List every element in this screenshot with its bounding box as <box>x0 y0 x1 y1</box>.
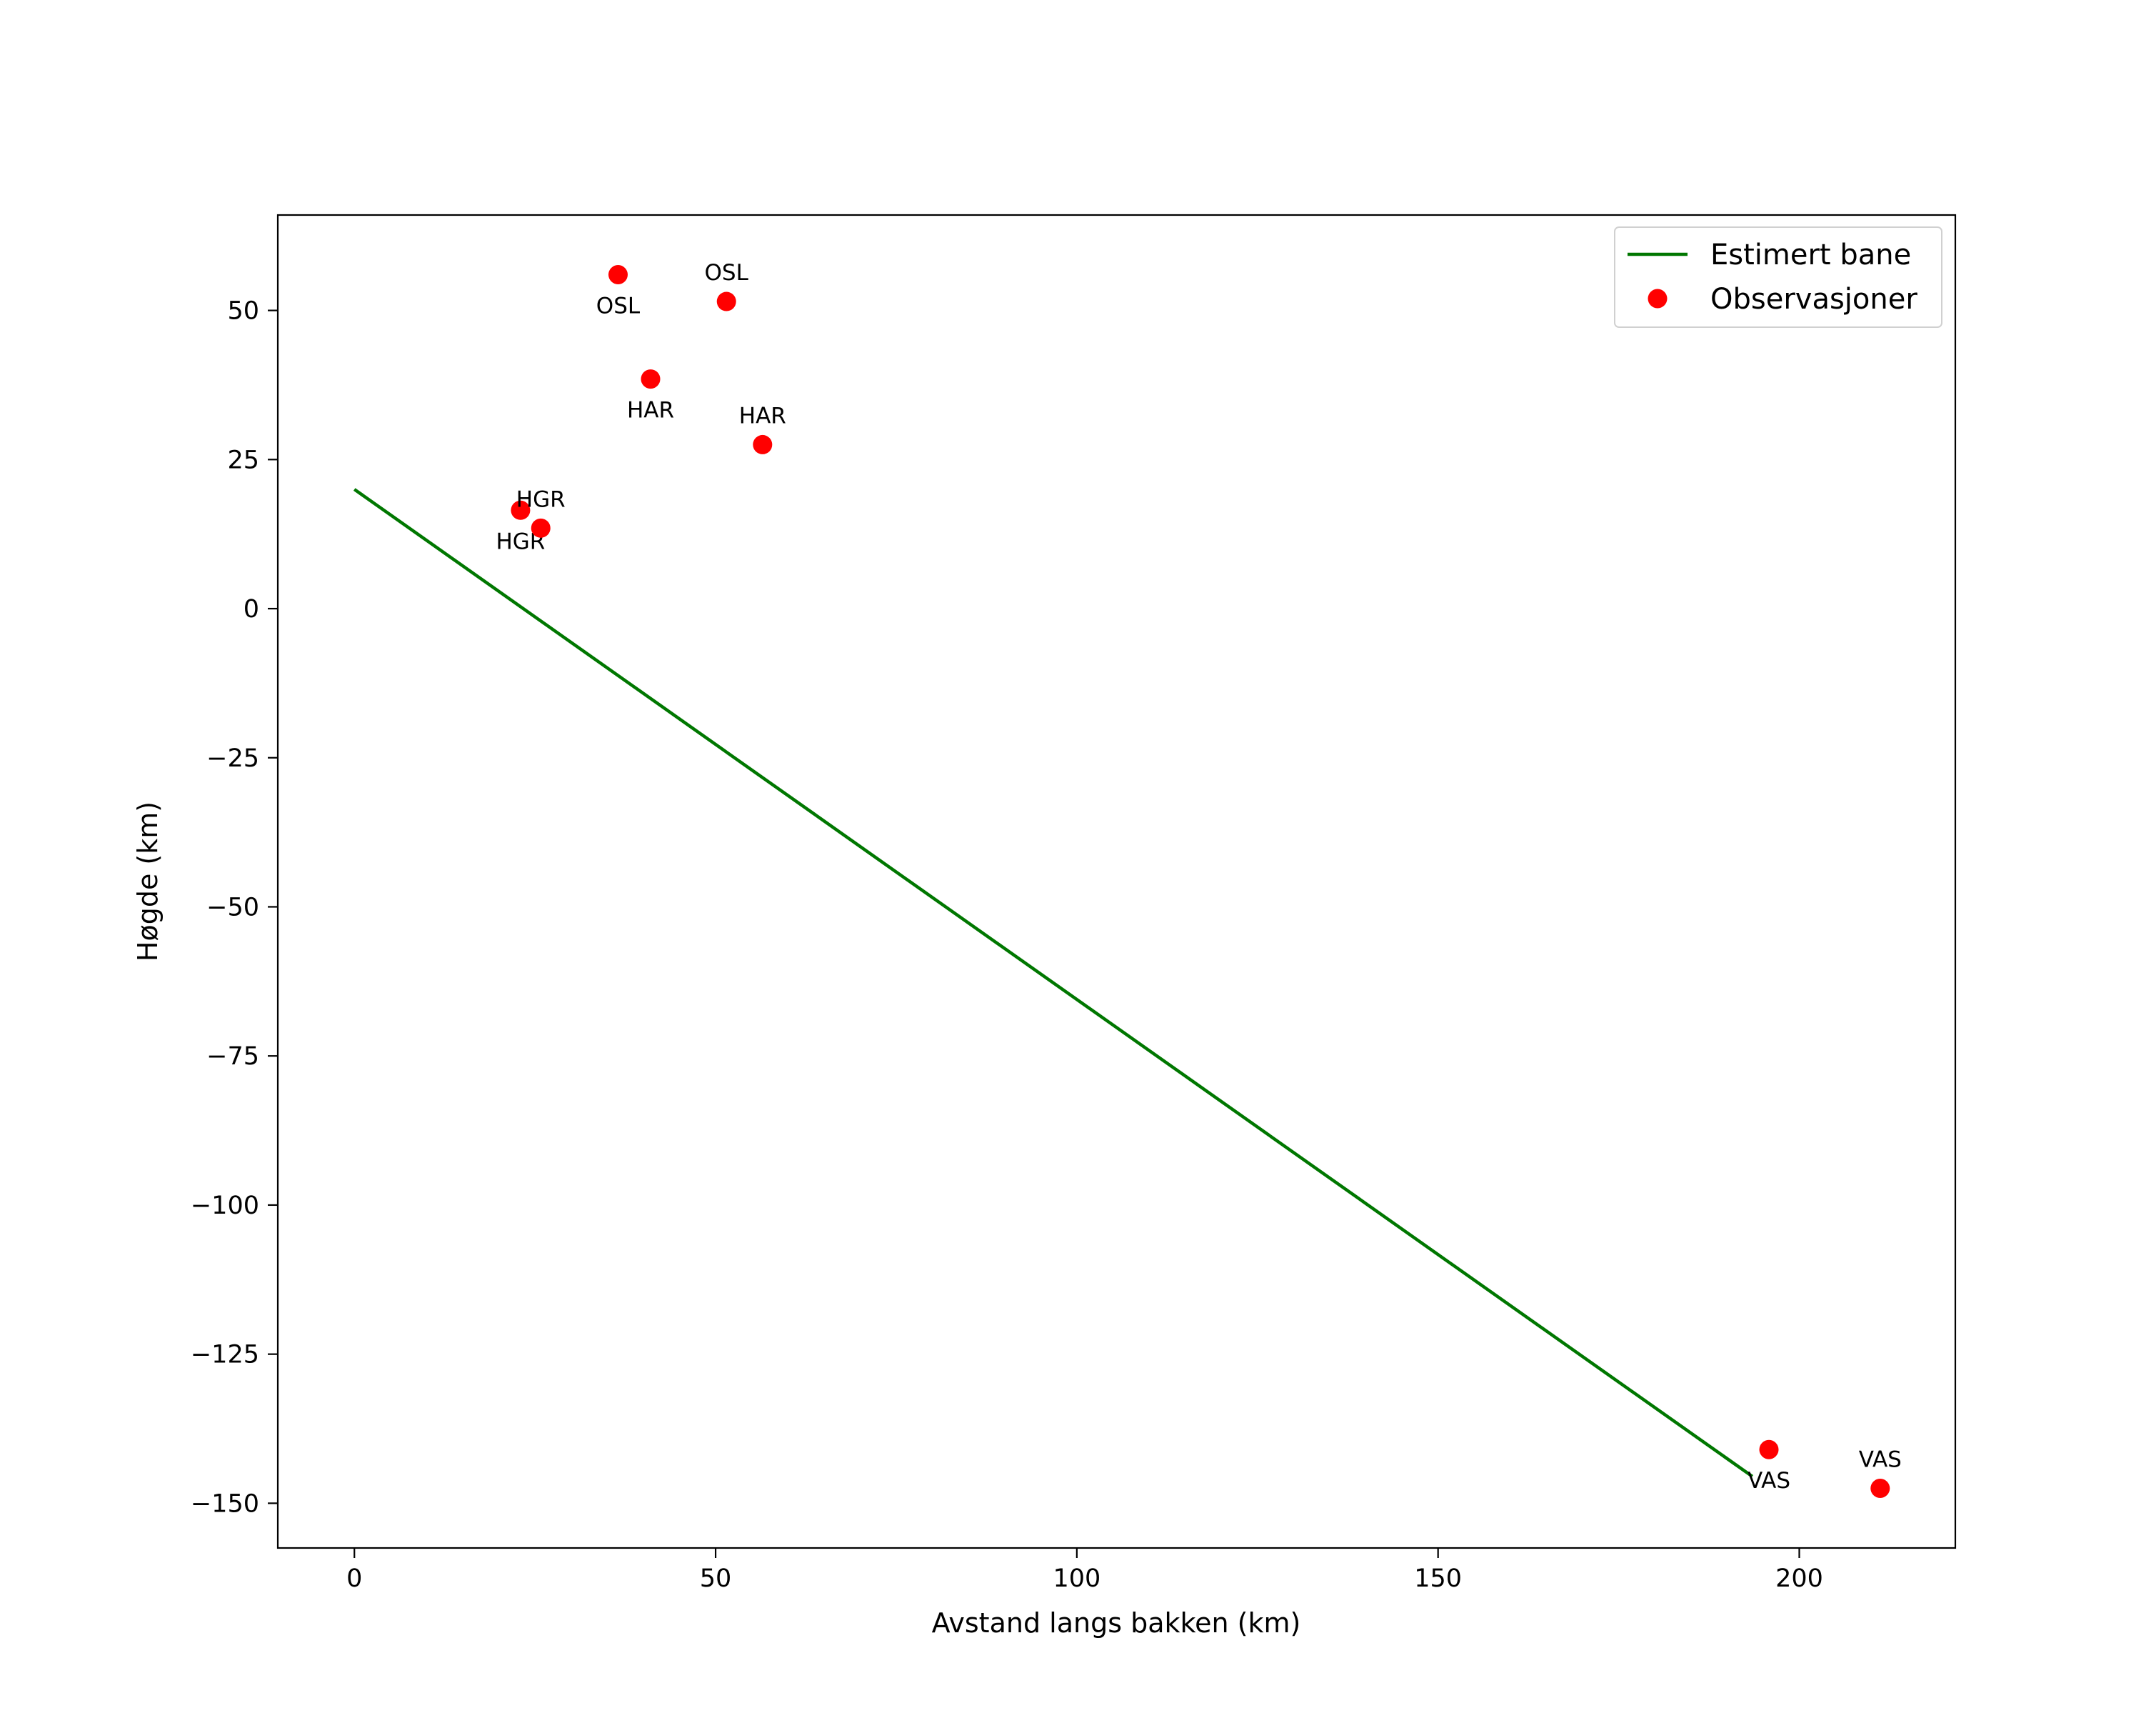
plot-frame <box>276 214 1957 1549</box>
observation-point <box>608 264 628 284</box>
observation-label: VAS <box>1859 1447 1902 1473</box>
y-tick-label: −150 <box>191 1489 259 1518</box>
x-tick-label: 150 <box>1414 1564 1462 1593</box>
observation-point <box>1759 1439 1779 1459</box>
y-tick-label: −75 <box>206 1042 259 1071</box>
y-tick-label: −100 <box>191 1192 259 1220</box>
y-tick-label: 0 <box>244 595 259 624</box>
legend: Estimert bane Observasjoner <box>1614 226 1942 328</box>
x-tick-label: 50 <box>700 1564 732 1593</box>
observation-label: VAS <box>1748 1468 1790 1494</box>
legend-marker-swatch <box>1648 289 1668 309</box>
legend-entry-estimert-bane: Estimert bane <box>1710 239 1911 271</box>
x-tick-label: 100 <box>1053 1564 1100 1593</box>
y-tick-label: −125 <box>191 1341 259 1369</box>
observation-point <box>641 369 661 389</box>
x-axis-label: Avstand langs bakken (km) <box>932 1607 1301 1639</box>
observation-point <box>531 518 551 538</box>
x-tick-label: 200 <box>1775 1564 1823 1593</box>
observation-point <box>753 434 773 454</box>
observation-label: OSL <box>705 260 749 286</box>
observation-label: HAR <box>739 403 786 429</box>
y-tick-label: −50 <box>206 893 259 922</box>
observation-label: HGR <box>516 486 566 512</box>
legend-box <box>1614 226 1942 328</box>
observation-label: HAR <box>627 398 674 424</box>
observation-label: OSL <box>596 293 641 319</box>
y-axis-label: Høgde (km) <box>132 801 164 962</box>
observation-point <box>511 500 531 520</box>
observation-point <box>1870 1479 1890 1499</box>
legend-entry-observasjoner: Observasjoner <box>1710 283 1917 316</box>
x-tick-label: 0 <box>346 1564 362 1593</box>
observation-point <box>716 291 736 311</box>
estimert-bane-line <box>353 488 1754 1478</box>
y-tick-label: −25 <box>206 744 259 773</box>
y-tick-label: 50 <box>227 297 259 326</box>
y-tick-label: 25 <box>227 446 259 474</box>
ticks: 0 50 100 150 200 −150 −125 −100 −75 −50 −25 0 25 50 <box>191 297 1823 1593</box>
